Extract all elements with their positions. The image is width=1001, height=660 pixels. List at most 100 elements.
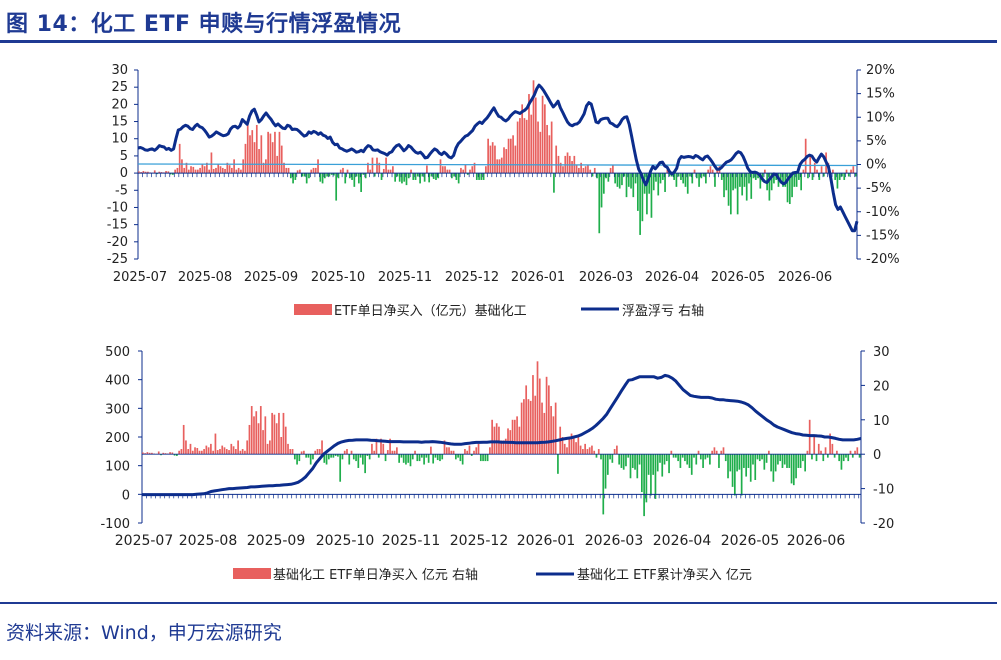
flow-bar <box>851 454 854 458</box>
flow-bar <box>727 173 730 206</box>
flow-bar <box>750 173 753 199</box>
flow-bar <box>659 454 661 463</box>
flow-bar <box>613 449 616 455</box>
flow-bar <box>695 454 698 465</box>
flow-bar <box>326 173 328 177</box>
flow-bar <box>690 454 693 475</box>
flow-bar <box>822 173 825 177</box>
flow-bar <box>529 400 532 455</box>
flow-bar <box>627 454 630 458</box>
flow-bar <box>450 450 453 455</box>
flow-bar <box>813 437 816 455</box>
flow-bar <box>457 454 459 458</box>
flow-bar <box>768 450 770 455</box>
flow-bar <box>752 454 754 465</box>
flow-bar <box>804 138 807 174</box>
flow-bar <box>799 454 802 468</box>
flow-bar <box>249 135 251 174</box>
flow-bar <box>165 171 167 174</box>
flow-bar <box>699 454 702 460</box>
figure-title: 图 14：化工 ETF 申赎与行情浮盈情况 <box>6 12 402 37</box>
flow-bar <box>434 454 437 458</box>
flow-bar <box>305 173 308 184</box>
flow-bar <box>262 430 264 455</box>
flow-bar <box>725 173 728 191</box>
flow-bar <box>634 454 636 470</box>
flow-bar <box>714 173 716 187</box>
flow-bar <box>428 173 431 183</box>
flow-bar <box>162 452 165 455</box>
flow-bar <box>207 447 210 455</box>
flow-bar <box>328 173 331 177</box>
flow-bar <box>475 447 478 455</box>
flow-bar <box>548 385 550 455</box>
flow-bar <box>498 159 501 174</box>
flow-bar <box>200 450 203 455</box>
flow-bar <box>353 173 356 187</box>
flow-bar <box>398 454 400 463</box>
flow-bar <box>748 173 750 184</box>
flow-bar <box>519 118 521 174</box>
flow-bar <box>436 454 439 461</box>
flow-bar <box>716 169 719 174</box>
y-left-tick-label: -15 <box>107 218 128 233</box>
flow-bar <box>378 162 381 174</box>
x-tick-label: 2025-08 <box>179 533 238 549</box>
flow-bar <box>169 452 171 455</box>
flow-bar <box>715 450 718 455</box>
flow-bar <box>318 449 321 455</box>
legend-bar-swatch <box>294 304 332 315</box>
flow-bar <box>554 402 557 455</box>
flow-bar <box>807 173 809 179</box>
y-left-tick-label: 400 <box>105 374 130 389</box>
flow-bar <box>523 118 526 174</box>
flow-bar <box>605 173 607 179</box>
flow-bar <box>183 167 186 174</box>
flow-bar <box>602 454 605 515</box>
flow-bar <box>786 173 789 203</box>
flow-bar <box>425 454 428 458</box>
flow-bar <box>816 169 818 174</box>
flow-bar <box>176 454 178 456</box>
flow-bar <box>795 173 798 187</box>
flow-bar <box>548 135 551 174</box>
legend-bar-label: 基础化工 ETF单日净买入 亿元 右轴 <box>273 568 478 583</box>
flow-bar <box>838 454 841 462</box>
flow-bar <box>739 173 741 187</box>
flow-bar <box>634 173 637 184</box>
flow-bar <box>656 454 659 472</box>
flow-bar <box>740 454 743 496</box>
flow-bar <box>173 454 176 456</box>
flow-bar <box>319 173 322 182</box>
flow-bar <box>178 450 180 455</box>
flow-bar <box>169 173 172 175</box>
flow-bar <box>482 173 485 180</box>
flow-bar <box>178 143 181 174</box>
flow-bar <box>507 138 510 174</box>
flow-bar <box>534 97 537 174</box>
flow-bar <box>779 454 782 462</box>
flow-bar <box>757 173 759 179</box>
flow-bar <box>160 454 162 456</box>
flow-bar <box>544 104 546 174</box>
flow-bar <box>539 131 542 174</box>
flow-bar <box>480 173 483 180</box>
flow-bar <box>494 145 496 174</box>
flow-bar <box>847 173 850 177</box>
flow-bar <box>720 450 723 455</box>
flow-bar <box>705 173 707 184</box>
flow-bar <box>174 169 176 174</box>
flow-bar <box>659 173 662 184</box>
flow-bar <box>187 449 190 455</box>
x-tick-label: 2025-08 <box>178 270 232 285</box>
flow-bar <box>333 173 335 176</box>
flow-bar <box>670 450 673 455</box>
flow-bar <box>352 454 355 460</box>
flow-bar <box>597 449 600 455</box>
flow-bar <box>829 433 831 455</box>
y-left-tick-label: 0 <box>120 166 128 181</box>
flow-bar <box>323 173 326 179</box>
flow-bar <box>362 173 365 175</box>
flow-bar <box>232 446 235 455</box>
flow-bar <box>598 173 601 234</box>
